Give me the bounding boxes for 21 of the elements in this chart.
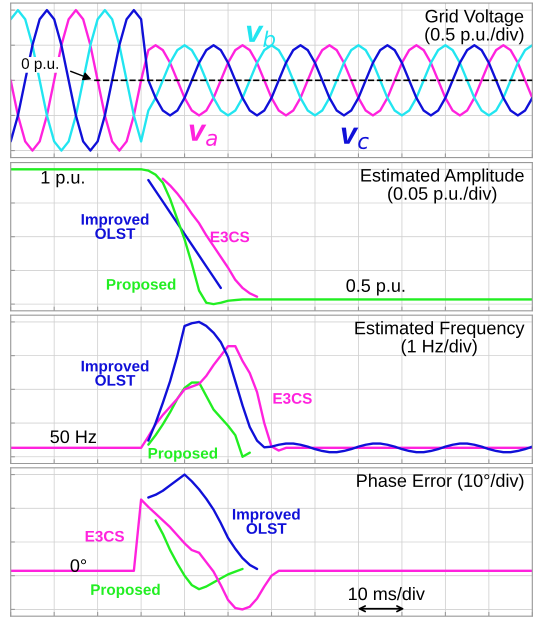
series-label: Proposed (91, 584, 160, 598)
series-label: E3CS (210, 231, 250, 242)
annotation: 1 p.u. (42, 171, 84, 188)
chart-title: Grid Voltage (0.5 p.u./div) (425, 9, 524, 44)
annotation: 0° (70, 559, 86, 572)
annotation: 50 Hz (50, 430, 96, 444)
annotation: 0.5 p.u. (346, 279, 404, 296)
legend-label: 0 p.u. (22, 58, 58, 72)
chart-title: Estimated Amplitude (0.05 p.u./div) (361, 168, 524, 204)
series-label: E3CS (273, 393, 312, 404)
series-label: Improved OLST (232, 508, 300, 534)
chart-title: Phase Error (10°/div) (357, 474, 524, 491)
series-label: v$_{c}$ (342, 128, 369, 150)
series-label: v$_{a}$ (190, 124, 217, 146)
series-label: Proposed (106, 278, 176, 293)
series-label: Proposed (148, 447, 218, 462)
chart-title: Estimated Frequency (1 Hz/div) (355, 321, 524, 356)
series-label: Improved OLST (82, 360, 148, 386)
series-label: E3CS (86, 530, 124, 542)
annotation: 10 ms/div (349, 586, 425, 600)
series-label: Improved OLST (82, 214, 148, 240)
